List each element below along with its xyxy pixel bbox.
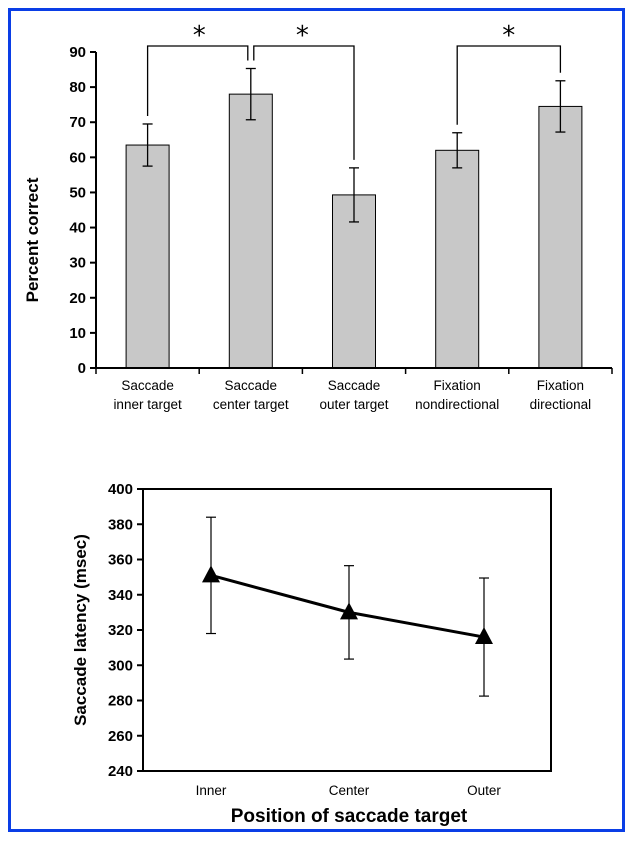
y-axis: 240 260 280 300 320 340 360 380 400 (108, 481, 143, 780)
significance-star: * (502, 21, 515, 51)
bar (332, 194, 376, 369)
bars-group (125, 93, 583, 369)
significance-bracket (146, 45, 249, 116)
y-tick-label: 340 (108, 587, 133, 604)
significance-star: * (193, 21, 206, 51)
bar (228, 93, 273, 369)
y-tick-label: 240 (108, 763, 133, 780)
category-label: Saccade inner target (113, 378, 182, 412)
significance-bracket (456, 45, 562, 125)
y-tick-label: 360 (108, 552, 133, 569)
category-label: Saccade outer target (319, 378, 388, 412)
x-category-labels: Saccade inner target Saccade center target S… (113, 378, 591, 412)
y-tick-label: 60 (69, 149, 86, 166)
triangle-marker (475, 627, 493, 645)
error-bars-group (142, 67, 566, 223)
significance-brackets: * * * (146, 21, 562, 160)
category-label: Fixation directional (530, 378, 592, 412)
percent-correct-bar-chart: * * * 0 10 20 30 40 50 60 70 80 90 Saccade inner tar… (23, 21, 613, 412)
markers-group (202, 565, 493, 645)
y-tick-label: 40 (69, 220, 86, 237)
y-tick-label: 0 (78, 360, 86, 377)
bar (538, 105, 583, 369)
y-tick-label: 10 (69, 325, 86, 342)
category-label: Outer (467, 783, 501, 798)
x-axis-title: Position of saccade target (231, 806, 468, 827)
y-tick-label: 280 (108, 693, 133, 710)
figure-frame (8, 8, 625, 832)
y-tick-label: 260 (108, 728, 133, 745)
category-label: Saccade center target (213, 378, 289, 412)
x-category-labels: Inner Center Outer (196, 783, 502, 798)
bar (125, 144, 170, 369)
category-label: Fixation nondirectional (415, 378, 499, 412)
significance-bracket (253, 45, 355, 160)
significance-star: * (296, 21, 309, 51)
bar (435, 149, 480, 369)
triangle-marker (202, 565, 220, 583)
saccade-latency-line-chart: 240 260 280 300 320 340 360 380 400 Inner Center O… (71, 481, 552, 827)
y-tick-label: 90 (69, 44, 86, 61)
category-label: Inner (196, 783, 227, 798)
plot-area-border (142, 488, 552, 772)
y-tick-label: 380 (108, 516, 133, 533)
triangle-marker (340, 602, 358, 620)
y-axis-title: Saccade latency (msec) (71, 534, 90, 726)
y-tick-label: 20 (69, 290, 86, 307)
category-label: Center (329, 783, 370, 798)
y-tick-label: 80 (69, 79, 86, 96)
y-tick-label: 300 (108, 657, 133, 674)
y-axis: 0 10 20 30 40 50 60 70 80 90 (69, 44, 613, 377)
y-tick-label: 400 (108, 481, 133, 498)
y-axis-title: Percent correct (23, 177, 42, 302)
y-tick-label: 50 (69, 184, 86, 201)
y-tick-label: 30 (69, 255, 86, 272)
y-tick-label: 320 (108, 622, 133, 639)
y-tick-label: 70 (69, 114, 86, 131)
